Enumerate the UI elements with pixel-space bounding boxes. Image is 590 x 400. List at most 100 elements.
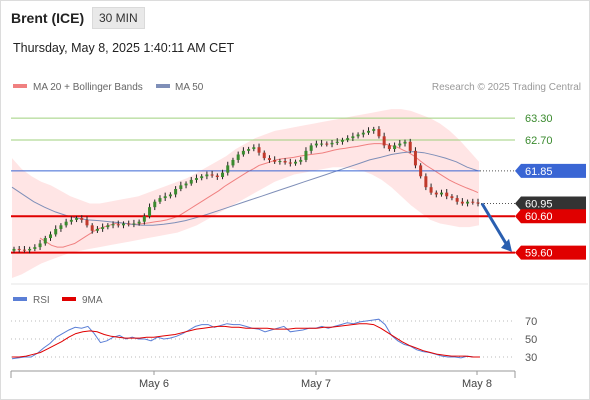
rsi-line	[11, 318, 480, 360]
candle	[64, 218, 68, 228]
ma20-legend-swatch	[13, 84, 27, 88]
candle-body	[299, 159, 303, 162]
candle	[132, 219, 136, 228]
candle-body	[466, 201, 470, 204]
forecast-arrow	[480, 202, 512, 252]
candle	[148, 203, 152, 219]
candle	[299, 157, 303, 165]
candle	[163, 192, 167, 201]
candle	[22, 246, 26, 253]
candle-body	[262, 152, 266, 159]
ma50-legend-swatch	[156, 84, 170, 88]
candle	[85, 216, 89, 228]
candle-body	[17, 248, 21, 250]
candle	[247, 146, 251, 154]
credit-label: Research © 2025 Trading Central	[432, 82, 581, 93]
candle	[445, 189, 449, 200]
candle	[294, 159, 298, 166]
candle-body	[455, 198, 459, 202]
candle-body	[127, 223, 131, 225]
candle	[471, 198, 475, 205]
candle	[48, 231, 52, 241]
candle-body	[184, 183, 188, 186]
candle	[194, 174, 198, 183]
candle	[153, 199, 157, 211]
candle	[200, 174, 204, 181]
candle	[288, 158, 292, 167]
candle	[367, 127, 371, 135]
candle-body	[132, 223, 136, 225]
resistance-label-63.30: 63.30	[525, 113, 553, 125]
candle	[398, 139, 402, 148]
pivot-price-tag	[515, 163, 586, 178]
candle-body	[419, 165, 423, 177]
candle	[408, 138, 412, 154]
candle	[205, 171, 209, 180]
candle	[330, 139, 334, 148]
candle	[455, 195, 459, 205]
candle-body	[215, 175, 219, 178]
candle-body	[80, 218, 84, 220]
candle	[351, 132, 355, 142]
candle-body	[22, 249, 26, 251]
rsi-legend-swatch	[13, 297, 27, 301]
forecast-arrow-head	[501, 238, 512, 252]
candle	[179, 181, 183, 192]
timeframe-button[interactable]: 30 MIN	[92, 7, 145, 29]
candle	[90, 223, 94, 234]
candle-body	[12, 248, 16, 251]
candle-body	[445, 192, 449, 197]
candle-body	[304, 150, 308, 160]
candle-body	[257, 147, 261, 153]
candle-body	[85, 219, 89, 226]
candle-body	[43, 238, 47, 244]
bollinger-band	[12, 109, 479, 278]
rsi-ma-legend-label: 9MA	[82, 295, 103, 306]
candle-body	[69, 219, 73, 222]
candle-body	[367, 130, 371, 133]
ma50-line	[11, 151, 479, 226]
candle-body	[59, 225, 63, 229]
pivot-price-label: 61.85	[525, 166, 553, 178]
candle	[450, 194, 454, 201]
candle	[273, 156, 277, 164]
candle	[28, 246, 32, 254]
candle-body	[247, 149, 251, 151]
candle-body	[28, 248, 32, 251]
candle-body	[153, 201, 157, 208]
candle	[403, 139, 407, 147]
candle-body	[252, 147, 256, 150]
candle	[361, 129, 365, 138]
candle	[236, 151, 240, 163]
candle	[189, 177, 193, 186]
candle-body	[236, 154, 240, 160]
x-tick-label: May 6	[139, 378, 169, 390]
candle	[221, 169, 225, 180]
support-price-label-60.60: 60.60	[525, 211, 553, 223]
candle-body	[174, 189, 178, 195]
candle-body	[340, 139, 344, 142]
candle	[387, 143, 391, 152]
candle-body	[106, 225, 110, 228]
candle	[346, 135, 350, 143]
candle	[419, 163, 423, 179]
support-price-tag-59.60	[515, 245, 586, 260]
candle	[142, 213, 146, 225]
candle	[17, 246, 21, 253]
candle-body	[210, 174, 214, 176]
candle-body	[471, 201, 475, 203]
candle	[12, 246, 16, 253]
candle	[309, 143, 313, 154]
candle-body	[95, 228, 99, 231]
candle	[43, 235, 47, 246]
candle-body	[148, 207, 152, 217]
candle	[168, 192, 172, 199]
candle	[440, 189, 444, 197]
candle-body	[48, 234, 52, 239]
candle-body	[330, 142, 334, 145]
candle-body	[424, 176, 428, 188]
candle-body	[194, 178, 198, 180]
instrument-title: Brent (ICE)	[11, 10, 85, 26]
x-tick-label: May 8	[462, 378, 492, 390]
